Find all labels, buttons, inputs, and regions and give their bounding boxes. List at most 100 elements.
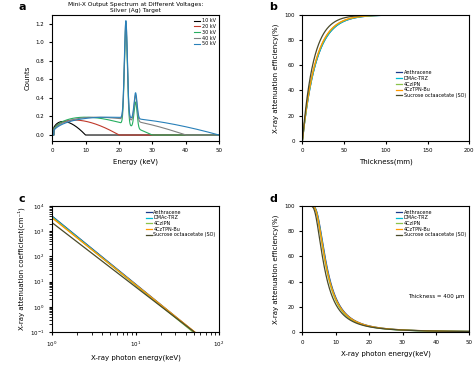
- Sucrose octaacetate (SO): [300, 138, 305, 143]
- DMAc-TRZ: [139, 288, 145, 292]
- 10 kV: [49, 133, 55, 137]
- 20 kV: [113, 131, 119, 136]
- Line: 4CzIPN: 4CzIPN: [303, 206, 469, 332]
- 4CzTPN-Bu: [466, 13, 472, 17]
- DMAc-TRZ: [308, 81, 314, 85]
- X-axis label: X-ray photon energy(keV): X-ray photon energy(keV): [341, 350, 431, 357]
- Sucrose octaacetate (SO): [381, 326, 387, 331]
- 20 kV: [120, 133, 126, 137]
- 20 kV: [68, 118, 74, 122]
- Sucrose octaacetate (SO): [212, 346, 218, 350]
- 4CzTPN-Bu: [431, 13, 437, 17]
- 4CzIPN: [129, 280, 135, 285]
- 4CzIPN: [139, 289, 145, 293]
- Anthracene: [186, 325, 192, 330]
- Anthracene: [128, 279, 134, 283]
- Text: Thickness = 400 μm: Thickness = 400 μm: [408, 294, 464, 299]
- X-axis label: X-ray photon energy(keV): X-ray photon energy(keV): [91, 354, 181, 361]
- DMAc-TRZ: [212, 347, 218, 352]
- 4CzIPN: [466, 329, 472, 334]
- Sucrose octaacetate (SO): [216, 349, 222, 353]
- Line: 20 kV: 20 kV: [52, 120, 219, 135]
- Line: Sucrose octaacetate (SO): Sucrose octaacetate (SO): [303, 206, 469, 332]
- Y-axis label: X-ray attenuation efficiency(%): X-ray attenuation efficiency(%): [272, 23, 279, 132]
- 4CzIPN: [462, 13, 467, 17]
- Sucrose octaacetate (SO): [309, 204, 314, 209]
- Legend: Anthracene, DMAc-TRZ, 4CzIPN, 4CzTPN-Bu, Sucrose octaacetate (SO): Anthracene, DMAc-TRZ, 4CzIPN, 4CzTPN-Bu,…: [145, 209, 217, 238]
- Sucrose octaacetate (SO): [466, 13, 472, 17]
- 50 kV: [213, 132, 219, 137]
- 10 kV: [120, 133, 126, 137]
- 10 kV: [78, 128, 84, 133]
- Anthracene: [462, 13, 467, 17]
- Text: a: a: [19, 2, 26, 12]
- DMAc-TRZ: [300, 204, 306, 209]
- Anthracene: [139, 288, 145, 292]
- 10 kV: [60, 119, 66, 124]
- Anthracene: [129, 279, 135, 284]
- Line: Anthracene: Anthracene: [52, 216, 219, 352]
- 40 kV: [78, 116, 84, 120]
- 4CzIPN: [212, 348, 218, 352]
- DMAc-TRZ: [49, 214, 55, 219]
- Anthracene: [381, 13, 386, 18]
- 30 kV: [123, 25, 129, 29]
- 4CzTPN-Bu: [128, 279, 134, 283]
- Line: Anthracene: Anthracene: [302, 15, 469, 141]
- 4CzIPN: [308, 79, 314, 84]
- Title: Mini-X Output Spectrum at Different Voltages:
Silver (Ag) Target: Mini-X Output Spectrum at Different Volt…: [68, 2, 203, 13]
- Line: 4CzTPN-Bu: 4CzTPN-Bu: [52, 218, 219, 351]
- DMAc-TRZ: [381, 326, 387, 331]
- 40 kV: [68, 118, 74, 122]
- DMAc-TRZ: [466, 329, 472, 334]
- 4CzIPN: [300, 204, 306, 209]
- 40 kV: [49, 133, 55, 137]
- DMAc-TRZ: [376, 326, 382, 330]
- Anthracene: [49, 214, 55, 219]
- 4CzTPN-Bu: [149, 295, 155, 300]
- Anthracene: [212, 347, 218, 351]
- Anthracene: [300, 138, 305, 143]
- Y-axis label: Counts: Counts: [24, 66, 30, 90]
- Anthracene: [431, 13, 437, 17]
- Sucrose octaacetate (SO): [466, 329, 472, 334]
- Anthracene: [376, 13, 382, 18]
- 4CzTPN-Bu: [216, 349, 222, 354]
- 4CzIPN: [431, 329, 437, 333]
- 4CzIPN: [309, 204, 314, 209]
- Sucrose octaacetate (SO): [431, 13, 437, 17]
- Anthracene: [462, 329, 467, 333]
- 10 kV: [216, 133, 222, 137]
- Anthracene: [149, 295, 155, 299]
- Line: 4CzIPN: 4CzIPN: [302, 15, 469, 141]
- 4CzTPN-Bu: [49, 216, 55, 220]
- 10 kV: [195, 133, 201, 137]
- 50 kV: [113, 115, 119, 120]
- DMAc-TRZ: [462, 13, 467, 17]
- 4CzIPN: [376, 13, 382, 18]
- Sucrose octaacetate (SO): [129, 282, 135, 287]
- 20 kV: [72, 118, 77, 122]
- 30 kV: [68, 116, 74, 121]
- DMAc-TRZ: [462, 329, 467, 334]
- 40 kV: [195, 133, 201, 137]
- DMAc-TRZ: [376, 13, 382, 18]
- Y-axis label: X-ray attenuation efficiency(%): X-ray attenuation efficiency(%): [272, 214, 279, 324]
- 20 kV: [213, 133, 219, 137]
- 40 kV: [120, 94, 126, 98]
- DMAc-TRZ: [149, 295, 155, 300]
- 4CzTPN-Bu: [309, 204, 314, 209]
- 10 kV: [113, 133, 119, 137]
- 30 kV: [113, 119, 119, 124]
- Anthracene: [381, 326, 387, 330]
- Y-axis label: X-ray attenuation coefficient(cm⁻¹): X-ray attenuation coefficient(cm⁻¹): [17, 208, 25, 330]
- DMAc-TRZ: [128, 279, 134, 283]
- Text: c: c: [19, 194, 26, 204]
- DMAc-TRZ: [431, 13, 437, 17]
- 30 kV: [216, 133, 222, 137]
- Sucrose octaacetate (SO): [381, 13, 386, 17]
- 4CzIPN: [49, 215, 55, 220]
- Anthracene: [300, 204, 306, 209]
- 10 kV: [213, 133, 219, 137]
- Legend: Anthracene, DMAc-TRZ, 4CzIPN, 4CzTPN-Bu, Sucrose octaacetate (SO): Anthracene, DMAc-TRZ, 4CzIPN, 4CzTPN-Bu,…: [395, 69, 467, 99]
